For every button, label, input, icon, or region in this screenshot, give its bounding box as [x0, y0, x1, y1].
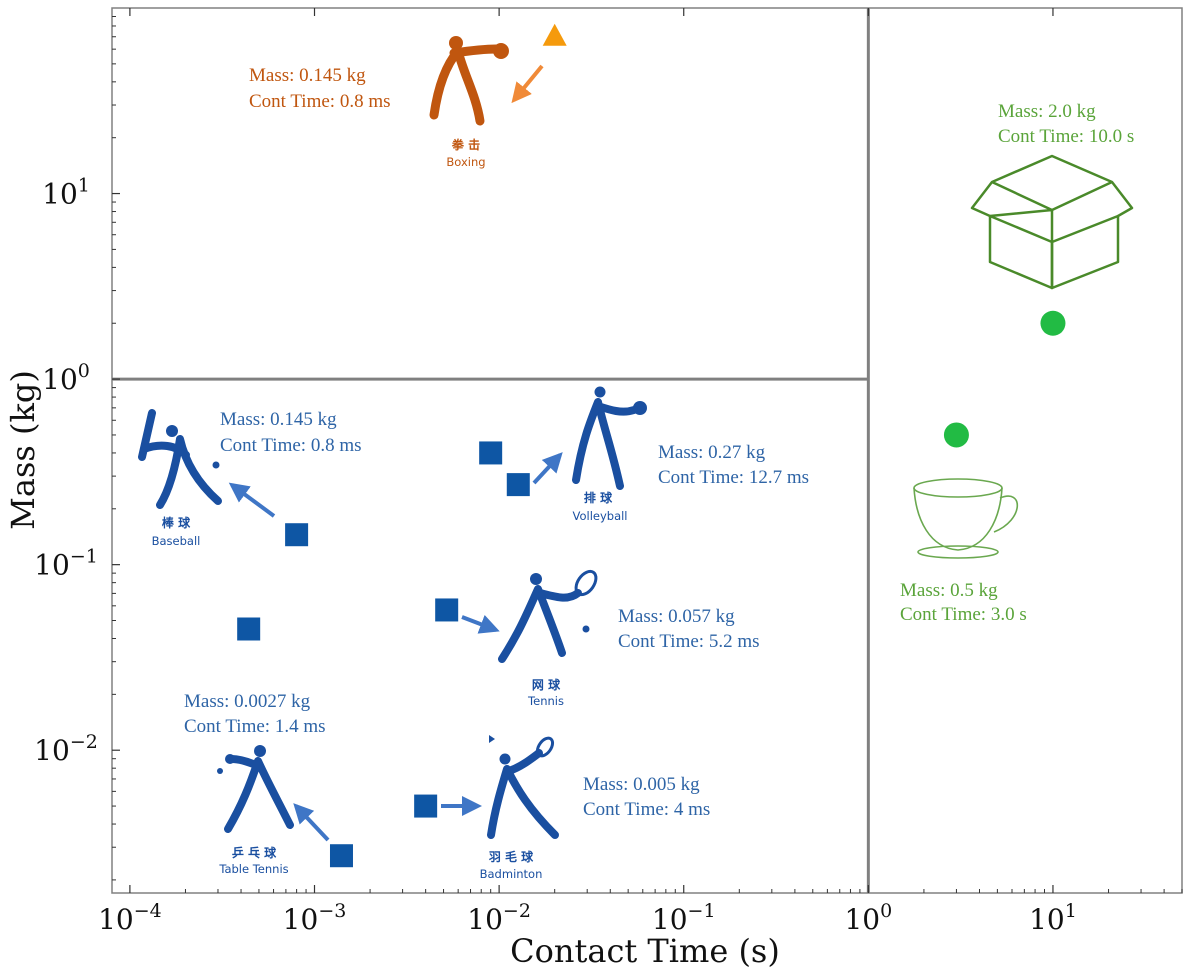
annotation-box-line1: Mass: 2.0 kg	[998, 101, 1096, 122]
annotation-tabletennis-line2: Cont Time: 1.4 ms	[184, 716, 326, 737]
teacup-icon	[913, 478, 1019, 559]
square-marker-0	[285, 523, 309, 547]
teacup-body-icon	[913, 487, 1003, 551]
baseball-ball-icon	[212, 461, 220, 469]
tennis-ball-icon	[582, 625, 590, 633]
annotation-volleyball-line1: Mass: 0.27 kg	[658, 442, 766, 463]
tick-group: 10−4 10−3 10−2 10−1 100 101 10−2 10−1 100 101	[34, 8, 1183, 936]
pictogram-tennis-en: Tennis	[527, 694, 564, 708]
box-side-icon	[1050, 214, 1120, 290]
x-tick-label-0: 10−4	[98, 900, 162, 936]
square-marker-4	[435, 598, 459, 622]
y-tick-label-3: 101	[42, 175, 90, 211]
volleyball-head-icon	[594, 386, 606, 398]
arrow-tabletennis	[293, 803, 330, 842]
annotation-baseball-line1: Mass: 0.145 kg	[220, 409, 337, 430]
tabletennis-head-icon	[254, 745, 266, 757]
x-tick-label-2: 10−2	[467, 900, 531, 936]
badminton-body-icon	[487, 749, 559, 839]
pictogram-badminton-cn: 羽 毛 球	[489, 849, 534, 864]
pictogram-boxing-cn: 拳 击	[451, 137, 480, 152]
annotation-tabletennis-line1: Mass: 0.0027 kg	[184, 691, 311, 712]
x-tick-label-4: 100	[844, 900, 892, 936]
marker-group	[237, 23, 1066, 868]
annotation-box: Mass: 2.0 kg Cont Time: 10.0 s	[998, 101, 1134, 147]
square-marker-3	[506, 473, 530, 497]
arrow-boxing	[511, 64, 544, 104]
annotation-boxing-line2: Cont Time: 0.8 ms	[249, 91, 391, 112]
pictogram-baseball-en: Baseball	[152, 534, 201, 548]
annotation-badminton: Mass: 0.005 kg Cont Time: 4 ms	[583, 774, 710, 820]
volleyball-pictogram-icon: 排 球 Volleyball	[572, 386, 647, 523]
teacup-rim-icon	[913, 478, 1003, 498]
x-tick-label-1: 10−3	[283, 900, 347, 936]
circle-marker-1	[1040, 310, 1066, 336]
box-flaps-icon	[970, 154, 1134, 242]
annotation-cup-line1: Mass: 0.5 kg	[900, 580, 998, 601]
pictogram-tabletennis-cn: 乒 乓 球	[232, 845, 277, 860]
annotation-baseball: Mass: 0.145 kg Cont Time: 0.8 ms	[220, 409, 362, 456]
pictogram-volleyball-en: Volleyball	[572, 509, 627, 523]
y-tick-label-2: 100	[42, 360, 90, 396]
arrow-tennis	[461, 614, 500, 634]
volleyball-body-icon	[572, 398, 638, 490]
pictogram-badminton-en: Badminton	[480, 867, 543, 881]
annotation-baseball-line2: Cont Time: 0.8 ms	[220, 435, 362, 456]
boxing-pictogram-icon: 拳 击 Boxing	[429, 36, 509, 169]
pictogram-tabletennis-en: Table Tennis	[218, 862, 288, 876]
teacup-saucer-icon	[917, 545, 999, 559]
y-tick-label-0: 10−2	[34, 731, 98, 767]
annotation-volleyball-line2: Cont Time: 12.7 ms	[658, 467, 809, 488]
pictogram-boxing-en: Boxing	[446, 155, 485, 169]
x-axis-title: Contact Time (s)	[510, 932, 780, 970]
annotation-boxing-line1: Mass: 0.145 kg	[249, 65, 366, 86]
annotation-tennis-line1: Mass: 0.057 kg	[618, 606, 735, 627]
box-icon	[970, 154, 1134, 290]
baseball-body-icon	[138, 409, 222, 509]
pictogram-baseball-cn: 棒 球	[162, 515, 191, 530]
annotation-cup-line2: Cont Time: 3.0 s	[900, 604, 1027, 625]
tennis-head-icon	[530, 573, 542, 585]
circle-marker-0	[943, 422, 969, 448]
square-marker-5	[414, 794, 438, 818]
annotation-tennis: Mass: 0.057 kg Cont Time: 5.2 ms	[618, 606, 760, 652]
boxing-head-icon	[449, 36, 463, 50]
y-tick-label-1: 10−1	[34, 546, 98, 582]
teacup-handle-icon	[993, 495, 1019, 533]
x-tick-label-5: 101	[1029, 900, 1077, 936]
square-marker-1	[237, 617, 261, 641]
baseball-head-icon	[166, 425, 178, 437]
triangle-marker-0	[542, 23, 567, 46]
tennis-body-icon	[498, 585, 582, 663]
plot-frame	[111, 7, 1183, 894]
pictogram-tennis-cn: 网 球	[532, 677, 561, 692]
annotation-badminton-line2: Cont Time: 4 ms	[583, 799, 710, 820]
annotation-badminton-line1: Mass: 0.005 kg	[583, 774, 700, 795]
box-front-icon	[988, 214, 1054, 290]
badminton-head-icon	[499, 753, 511, 765]
tabletennis-body-icon	[224, 755, 294, 833]
annotation-tabletennis: Mass: 0.0027 kg Cont Time: 1.4 ms	[184, 691, 326, 737]
annotation-tennis-line2: Cont Time: 5.2 ms	[618, 631, 760, 652]
boxing-body-icon	[429, 44, 501, 126]
arrow-volleyball	[532, 452, 563, 485]
badminton-shuttle-icon	[489, 735, 495, 743]
baseball-pictogram-icon: 棒 球 Baseball	[138, 409, 222, 548]
pictogram-volleyball-cn: 排 球	[584, 490, 613, 505]
annotation-box-line2: Cont Time: 10.0 s	[998, 126, 1134, 147]
annotation-cup: Mass: 0.5 kg Cont Time: 3.0 s	[900, 580, 1027, 625]
annotation-volleyball: Mass: 0.27 kg Cont Time: 12.7 ms	[658, 442, 809, 488]
tabletennis-ball-icon	[217, 768, 223, 774]
arrow-baseball	[228, 482, 276, 518]
square-marker-6	[329, 844, 353, 868]
y-axis-title: Mass (kg)	[4, 370, 42, 530]
annotation-boxing: Mass: 0.145 kg Cont Time: 0.8 ms	[249, 65, 391, 112]
tennis-pictogram-icon: 网 球 Tennis	[498, 569, 598, 708]
square-marker-2	[479, 441, 503, 465]
tabletennis-pictogram-icon: 乒 乓 球 Table Tennis	[217, 745, 294, 876]
badminton-pictogram-icon: 羽 毛 球 Badminton	[480, 735, 559, 881]
x-tick-label-3: 10−1	[652, 900, 716, 936]
